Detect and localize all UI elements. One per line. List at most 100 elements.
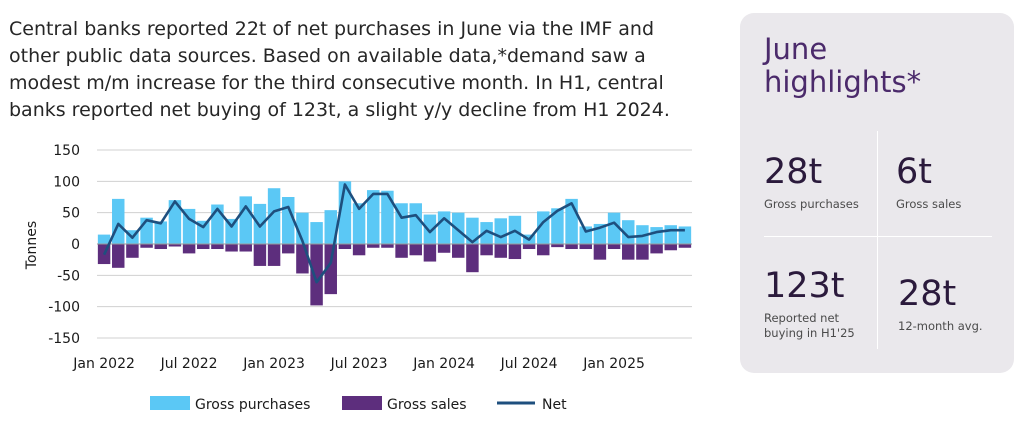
highlight-value: 123t xyxy=(764,266,845,306)
bar-gross-sales xyxy=(650,244,663,254)
highlight-value: 6t xyxy=(896,152,932,192)
y-tick-label: 50 xyxy=(62,206,80,222)
bar-gross-sales xyxy=(395,244,408,258)
bar-gross-sales xyxy=(324,244,337,295)
bar-gross-sales xyxy=(367,244,380,248)
bar-gross-sales xyxy=(537,244,550,256)
bar-gross-sales xyxy=(282,244,295,254)
bar-gross-sales xyxy=(126,244,139,258)
bar-gross-purchases xyxy=(112,198,125,244)
bar-gross-purchases xyxy=(381,190,394,244)
bar-gross-sales xyxy=(253,244,267,266)
y-tick-label: -50 xyxy=(57,268,80,284)
bar-gross-sales xyxy=(579,244,592,250)
bar-gross-sales xyxy=(112,244,125,268)
x-tick-label: Jan 2025 xyxy=(582,356,645,372)
bar-gross-purchases xyxy=(168,200,182,244)
bar-gross-sales xyxy=(437,244,451,253)
bar-gross-purchases xyxy=(494,218,507,244)
bar-gross-sales xyxy=(678,244,692,248)
y-tick-label: -150 xyxy=(48,331,80,347)
x-tick-label: Jul 2023 xyxy=(330,356,388,372)
june-highlights-panel: June highlights* 28t Gross purchases 6t … xyxy=(740,13,1014,373)
highlight-label: Reported net buying in H1'25 xyxy=(764,311,855,340)
bar-gross-sales xyxy=(338,244,352,250)
bar-gross-purchases xyxy=(253,203,267,244)
bar-gross-sales xyxy=(296,244,309,274)
bar-gross-sales xyxy=(352,244,366,256)
legend-label: Gross purchases xyxy=(195,397,310,413)
x-tick-label: Jan 2022 xyxy=(72,356,135,372)
highlight-label: Gross sales xyxy=(896,197,962,211)
x-tick-label: Jul 2024 xyxy=(500,356,558,372)
bar-gross-sales xyxy=(607,244,621,250)
bar-gross-purchases xyxy=(452,212,465,244)
bar-gross-purchases xyxy=(310,222,323,244)
x-tick-label: Jan 2023 xyxy=(242,356,305,372)
y-tick-label: 100 xyxy=(53,174,80,190)
bar-gross-purchases xyxy=(182,208,196,244)
bar-gross-purchases xyxy=(466,217,479,244)
bar-gross-sales xyxy=(168,244,182,247)
bar-gross-purchases xyxy=(367,190,380,244)
bar-gross-sales xyxy=(593,244,607,260)
bar-gross-sales xyxy=(225,244,238,252)
panel-vertical-divider xyxy=(877,131,878,349)
highlight-label: 12-month avg. xyxy=(898,319,983,333)
bar-gross-sales xyxy=(565,244,578,250)
bar-gross-sales xyxy=(182,244,196,254)
chart-bars xyxy=(97,181,692,306)
bar-gross-purchases xyxy=(664,225,677,244)
bar-gross-purchases xyxy=(267,188,281,244)
bar-gross-purchases xyxy=(324,210,337,244)
y-tick-label: 0 xyxy=(71,237,80,253)
bar-gross-purchases xyxy=(409,203,422,244)
intro-paragraph: Central banks reported 22t of net purcha… xyxy=(9,18,670,121)
x-axis-ticks: Jan 2022 Jul 2022 Jan 2023 Jul 2023 Jan 2024… xyxy=(72,356,645,372)
y-axis-label: Tonnes xyxy=(24,221,40,270)
legend-swatch xyxy=(342,396,382,410)
highlight-gross-sales: 6t Gross sales xyxy=(896,153,961,212)
legend-label: Net xyxy=(542,397,567,413)
bar-gross-sales xyxy=(211,244,224,250)
bar-gross-sales xyxy=(636,244,649,260)
bar-gross-purchases xyxy=(551,208,564,244)
bar-gross-sales xyxy=(409,244,422,256)
bar-gross-sales xyxy=(622,244,635,260)
bar-gross-sales xyxy=(423,244,437,262)
bar-gross-purchases xyxy=(154,221,167,244)
bar-gross-sales xyxy=(310,244,323,306)
bar-gross-purchases xyxy=(437,211,451,244)
bar-gross-purchases xyxy=(97,234,111,244)
bar-gross-sales xyxy=(267,244,281,266)
bar-gross-purchases xyxy=(607,212,621,244)
bar-gross-sales xyxy=(508,244,522,260)
bar-gross-sales xyxy=(197,244,210,250)
y-tick-label: -100 xyxy=(48,300,80,316)
legend-label: Gross sales xyxy=(387,397,467,413)
bar-gross-sales xyxy=(466,244,479,273)
legend-swatch xyxy=(150,396,190,410)
bar-gross-sales xyxy=(140,244,153,248)
bar-gross-sales xyxy=(522,244,536,250)
highlight-value: 28t xyxy=(898,274,957,314)
bar-gross-purchases xyxy=(352,203,366,244)
chart-legend: Gross purchases Gross sales Net xyxy=(150,396,567,413)
highlight-value: 28t xyxy=(764,152,823,192)
highlight-h1-net-buying: 123t Reported net buying in H1'25 xyxy=(764,267,855,341)
highlight-gross-purchases: 28t Gross purchases xyxy=(764,153,859,212)
bar-gross-sales xyxy=(381,244,394,248)
panel-horizontal-divider xyxy=(764,236,992,237)
bar-gross-sales xyxy=(664,244,677,251)
bar-gross-purchases xyxy=(225,218,238,244)
bar-gross-sales xyxy=(551,244,564,248)
bar-gross-sales xyxy=(480,244,493,256)
bar-gross-sales xyxy=(494,244,507,258)
bar-gross-purchases xyxy=(239,196,252,244)
y-tick-label: 150 xyxy=(53,143,80,159)
chart-net-line xyxy=(102,183,685,284)
bar-gross-purchases xyxy=(480,222,493,244)
bar-gross-sales xyxy=(452,244,465,258)
highlight-12-month-avg: 28t 12-month avg. xyxy=(898,275,983,334)
